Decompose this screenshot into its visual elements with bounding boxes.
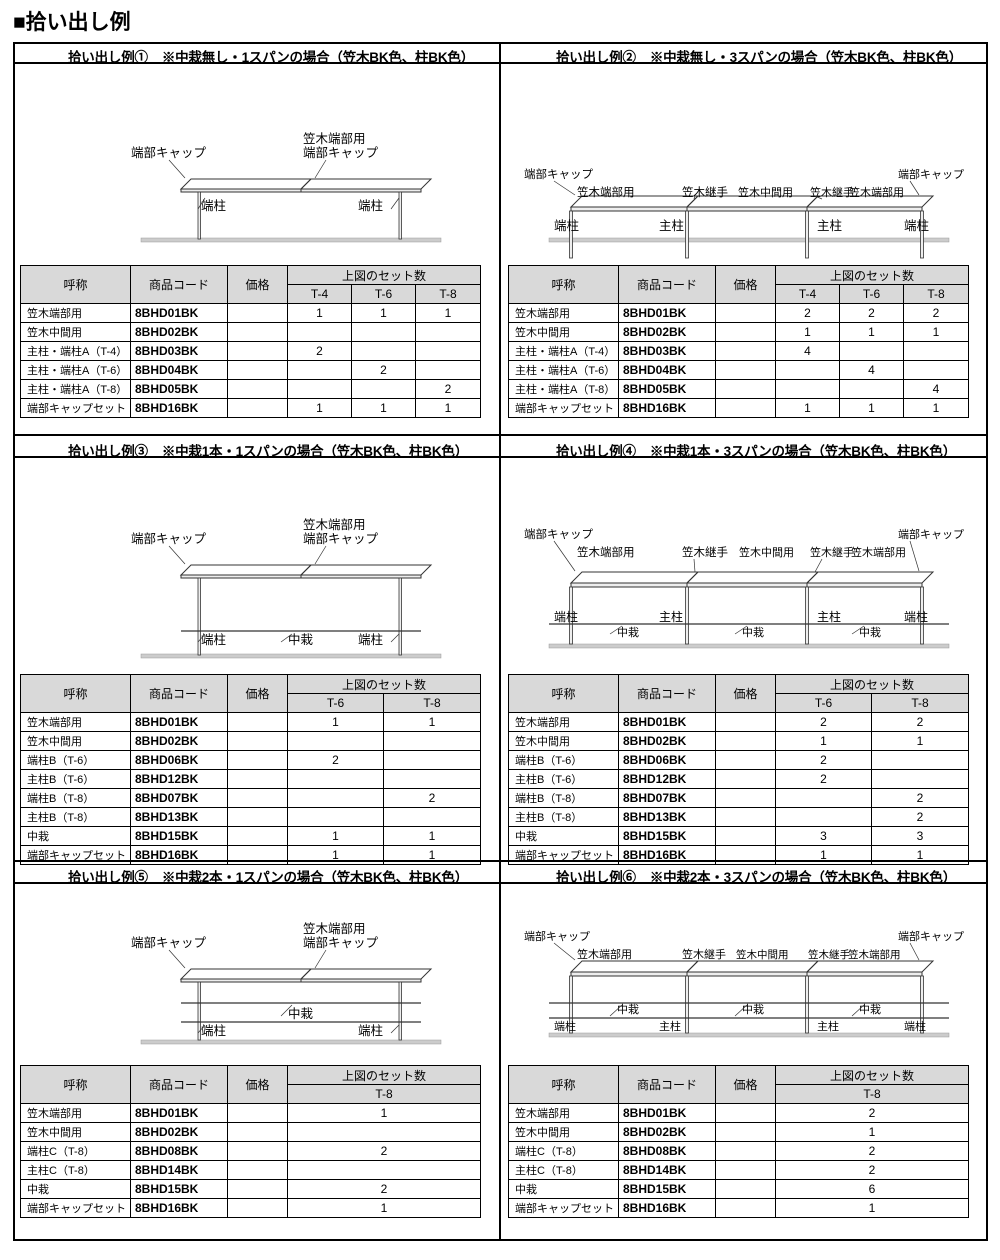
svg-text:中栽: 中栽 bbox=[859, 626, 881, 639]
svg-text:端柱: 端柱 bbox=[554, 218, 579, 233]
svg-text:端部キャップ: 端部キャップ bbox=[898, 167, 964, 181]
svg-text:笠木中間用: 笠木中間用 bbox=[739, 545, 794, 559]
svg-text:笠木継手: 笠木継手 bbox=[682, 545, 728, 559]
svg-text:笠木端部用: 笠木端部用 bbox=[848, 948, 901, 961]
svg-text:端柱: 端柱 bbox=[358, 1023, 383, 1038]
svg-text:笠木中間用: 笠木中間用 bbox=[736, 948, 789, 961]
svg-text:主柱: 主柱 bbox=[659, 218, 684, 233]
svg-text:中栽: 中栽 bbox=[617, 1003, 639, 1016]
svg-text:端部キャップ: 端部キャップ bbox=[131, 935, 207, 950]
svg-text:笠木継手: 笠木継手 bbox=[682, 185, 728, 199]
svg-text:主柱: 主柱 bbox=[817, 1019, 839, 1033]
svg-text:端部キャップ: 端部キャップ bbox=[131, 145, 207, 160]
svg-text:笠木端部用: 笠木端部用 bbox=[577, 185, 635, 199]
svg-text:笠木端部用: 笠木端部用 bbox=[851, 545, 906, 559]
svg-text:笠木中間用: 笠木中間用 bbox=[738, 185, 793, 199]
svg-text:端部キャップ: 端部キャップ bbox=[524, 527, 593, 541]
svg-text:主柱: 主柱 bbox=[817, 218, 842, 233]
svg-text:笠木端部用: 笠木端部用 bbox=[849, 185, 904, 199]
svg-text:中栽: 中栽 bbox=[617, 626, 639, 639]
svg-text:中栽: 中栽 bbox=[742, 1003, 764, 1016]
svg-text:端柱: 端柱 bbox=[358, 198, 383, 213]
svg-text:主柱: 主柱 bbox=[817, 609, 841, 624]
svg-text:端柱: 端柱 bbox=[904, 609, 928, 624]
svg-text:中栽: 中栽 bbox=[288, 1006, 314, 1021]
svg-text:端部キャップ: 端部キャップ bbox=[131, 531, 207, 546]
svg-text:端部キャップ: 端部キャップ bbox=[524, 929, 590, 943]
svg-text:端部キャップ: 端部キャップ bbox=[303, 935, 379, 950]
svg-text:笠木端部用: 笠木端部用 bbox=[303, 131, 366, 146]
svg-text:端柱: 端柱 bbox=[554, 1019, 576, 1033]
svg-text:笠木端部用: 笠木端部用 bbox=[577, 947, 632, 961]
svg-text:端柱: 端柱 bbox=[554, 609, 578, 624]
svg-text:笠木端部用: 笠木端部用 bbox=[577, 545, 635, 559]
svg-text:笠木端部用: 笠木端部用 bbox=[303, 517, 366, 532]
svg-text:中栽: 中栽 bbox=[742, 626, 764, 639]
svg-text:端部キャップ: 端部キャップ bbox=[898, 929, 964, 943]
svg-text:主柱: 主柱 bbox=[659, 1019, 681, 1033]
svg-text:笠木継手: 笠木継手 bbox=[682, 947, 726, 961]
svg-text:端柱: 端柱 bbox=[358, 632, 383, 647]
svg-text:端柱: 端柱 bbox=[904, 1019, 926, 1033]
svg-text:主柱: 主柱 bbox=[659, 609, 683, 624]
svg-text:笠木継手: 笠木継手 bbox=[810, 545, 854, 559]
svg-text:端柱: 端柱 bbox=[904, 218, 929, 233]
svg-text:笠木端部用: 笠木端部用 bbox=[303, 921, 366, 936]
svg-text:端部キャップ: 端部キャップ bbox=[524, 167, 593, 181]
svg-text:笠木継手: 笠木継手 bbox=[808, 948, 850, 961]
svg-text:端部キャップ: 端部キャップ bbox=[898, 527, 964, 541]
svg-text:中栽: 中栽 bbox=[859, 1003, 881, 1016]
svg-text:端柱: 端柱 bbox=[201, 198, 226, 213]
svg-text:端部キャップ: 端部キャップ bbox=[303, 145, 379, 160]
svg-text:端部キャップ: 端部キャップ bbox=[303, 531, 379, 546]
